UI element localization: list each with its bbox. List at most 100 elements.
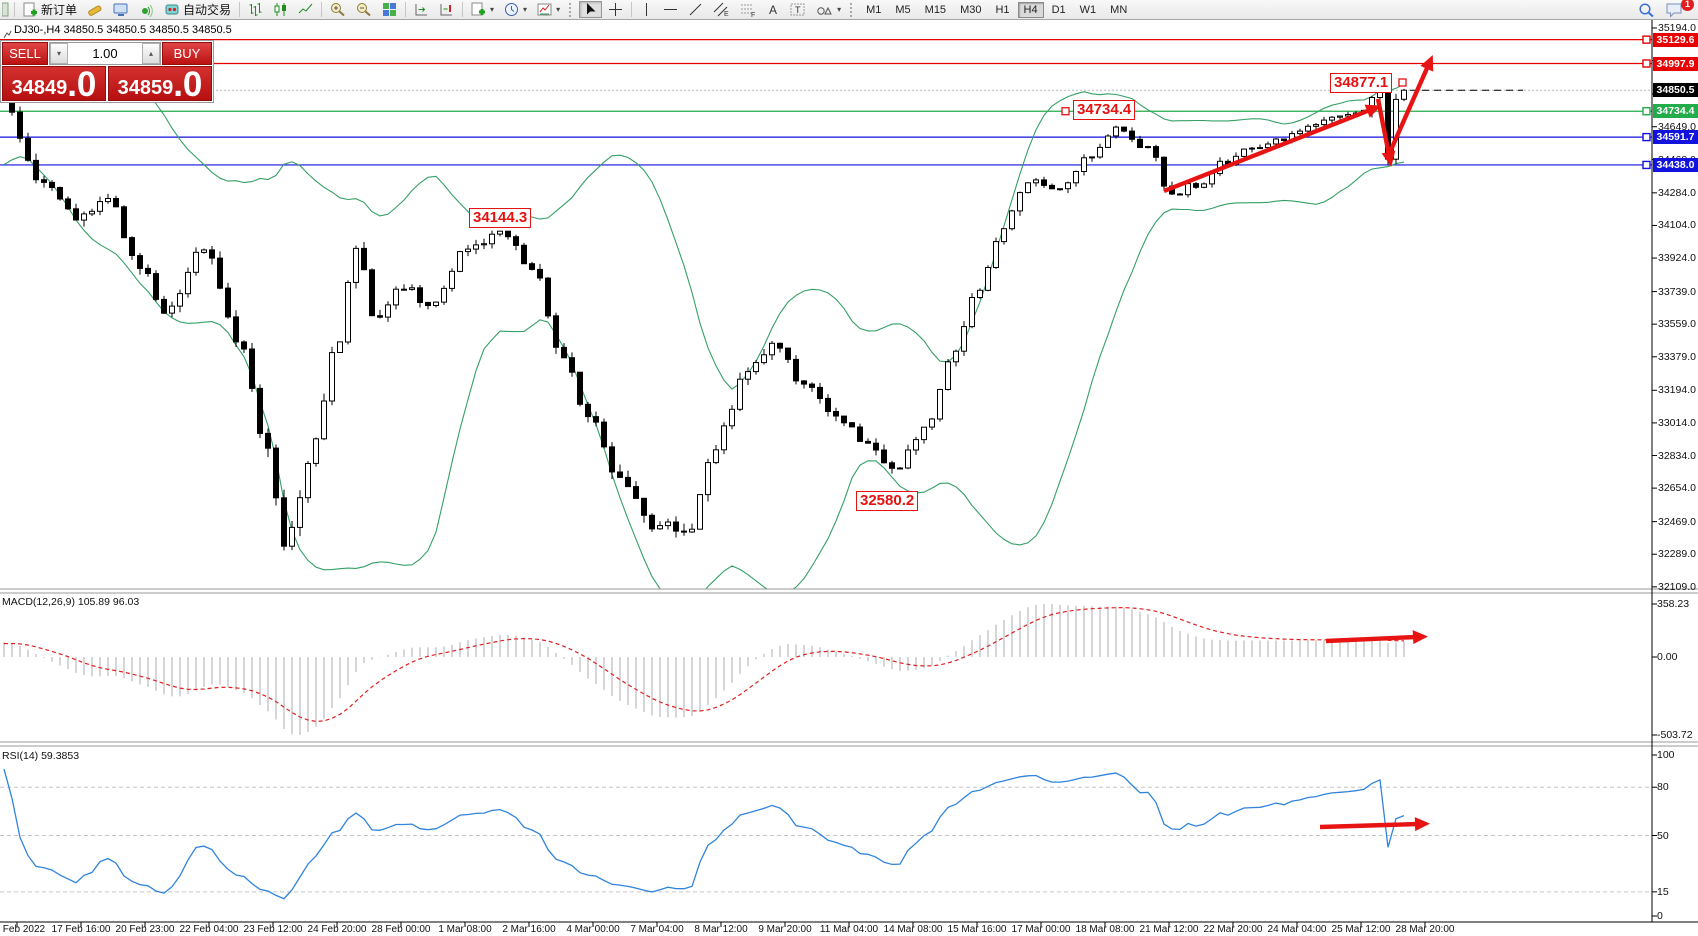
- trend-arrow: [1163, 107, 1371, 194]
- time-label: 7 Mar 04:00: [630, 924, 684, 935]
- new-chart-button[interactable]: ▾: [467, 1, 498, 18]
- candlestick-chart-button[interactable]: [269, 1, 292, 18]
- bollinger-upper-band: [3, 58, 1405, 390]
- buy-price-main: 34859: [117, 77, 174, 99]
- new-order-button[interactable]: 新订单: [19, 1, 81, 18]
- timeframe-m15[interactable]: M15: [924, 3, 947, 16]
- rsi-layer: [0, 768, 1652, 900]
- timeframe-w1[interactable]: W1: [1079, 3, 1097, 16]
- time-label: 2 Mar 16:00: [502, 924, 556, 935]
- horizontal-line-tool-button[interactable]: [659, 1, 682, 18]
- trend-arrow-head: [1364, 104, 1382, 118]
- price-tick: 34649.0: [1658, 120, 1696, 133]
- zoom-in-button[interactable]: [326, 1, 350, 18]
- rsi-scale-tick: 0: [1657, 910, 1663, 922]
- timeframe-d1[interactable]: D1: [1051, 3, 1066, 16]
- partial-icon: [1, 1, 10, 18]
- volume-input[interactable]: 1.00: [92, 46, 118, 61]
- auto-trading-icon: [165, 4, 179, 15]
- new-order-icon: [23, 2, 37, 17]
- zoom-in-icon: [331, 3, 345, 17]
- bollinger-lower-band: [3, 156, 1405, 589]
- svg-text:E: E: [724, 11, 729, 17]
- sell-price-fraction: .0: [67, 65, 97, 104]
- dropdown-arrow-icon: ▾: [523, 5, 528, 14]
- sell-button[interactable]: SELL: [2, 42, 48, 65]
- fibonacci-tool-button[interactable]: F: [736, 1, 761, 18]
- timeframe-m1[interactable]: M1: [866, 3, 882, 16]
- price-line-badge: 35129.6: [1653, 32, 1698, 47]
- volume-stepper: ▾ 1.00 ▴: [49, 42, 161, 65]
- timeframe-h1[interactable]: H1: [995, 3, 1010, 16]
- cursor-tool-button[interactable]: [579, 1, 603, 18]
- signal-icon: [142, 4, 153, 17]
- text-label-tool-button[interactable]: T: [786, 1, 810, 18]
- candlestick-chart-icon: [274, 3, 287, 16]
- clock-icon: [505, 3, 519, 16]
- vertical-line-tool-button[interactable]: [636, 1, 657, 18]
- annotation-anchor-square: [1398, 78, 1407, 87]
- price-annotation[interactable]: 34734.4: [1073, 100, 1136, 120]
- buy-button[interactable]: BUY: [162, 42, 212, 65]
- timeframe-mn[interactable]: MN: [1110, 3, 1128, 16]
- periods-button[interactable]: ▾: [500, 1, 531, 18]
- rsi-scale-tick: 100: [1657, 749, 1675, 761]
- signal-button[interactable]: [135, 1, 159, 18]
- time-label: 25 Mar 12:00: [1331, 924, 1391, 935]
- auto-scroll-button[interactable]: [410, 1, 433, 18]
- macd-scale-tick: -503.72: [1657, 729, 1693, 741]
- line-anchor-square: [1642, 132, 1651, 142]
- trendline-tool-button[interactable]: [684, 1, 707, 18]
- shapes-tool-button[interactable]: ▾: [812, 1, 845, 18]
- line-chart-icon: [298, 3, 313, 14]
- trend-arrow-head: [1414, 817, 1430, 832]
- price-tick: 34284.0: [1658, 186, 1696, 199]
- auto-trading-button[interactable]: 自动交易: [161, 1, 235, 18]
- price-annotation[interactable]: 34877.1: [1330, 73, 1393, 93]
- terminal-button[interactable]: [109, 1, 133, 18]
- text-tool-button[interactable]: A: [763, 1, 784, 18]
- search-button[interactable]: [1634, 1, 1659, 18]
- crosshair-tool-button[interactable]: [604, 1, 627, 18]
- toolbar-separator: [321, 2, 323, 17]
- crayon-icon: [88, 5, 102, 16]
- new-chart-icon: [471, 2, 486, 16]
- notification-badge: 1: [1681, 0, 1694, 11]
- buy-price-fraction: .0: [173, 65, 203, 104]
- rsi-scale-tick: 80: [1657, 781, 1669, 794]
- templates-button[interactable]: ▾: [533, 1, 564, 18]
- trend-arrow-head: [1412, 630, 1428, 645]
- timeframe-m30[interactable]: M30: [960, 3, 982, 16]
- timeframe-m5[interactable]: M5: [895, 3, 911, 16]
- time-label: 28 Mar 20:00: [1395, 924, 1455, 935]
- toolbar-drag-handle[interactable]: [569, 2, 574, 17]
- sell-price[interactable]: 34849 .0: [2, 65, 106, 104]
- price-annotation[interactable]: 32580.2: [856, 491, 919, 511]
- chart-shift-button[interactable]: [435, 1, 458, 18]
- bar-chart-button[interactable]: [244, 1, 267, 18]
- vertical-line-icon: [646, 3, 648, 16]
- buy-price[interactable]: 34859 .0: [108, 65, 212, 104]
- equidistant-channel-tool-button[interactable]: E: [709, 1, 734, 18]
- line-chart-button[interactable]: [294, 1, 317, 18]
- price-tick: 32289.0: [1658, 548, 1696, 561]
- auto-trading-label: 自动交易: [183, 3, 232, 17]
- tile-windows-icon: [383, 3, 397, 16]
- price-tick: 34104.0: [1658, 219, 1696, 232]
- price-annotation[interactable]: 34144.3: [469, 208, 532, 228]
- toolbar-drag-handle[interactable]: [850, 2, 855, 17]
- chat-button[interactable]: 1: [1661, 0, 1694, 18]
- crayon-button[interactable]: [83, 1, 107, 18]
- tile-windows-button[interactable]: [378, 1, 401, 18]
- price-line-badge: 34591.7: [1653, 130, 1698, 145]
- search-icon: [1639, 2, 1654, 17]
- volume-decrease-button[interactable]: ▾: [50, 43, 68, 64]
- time-label: 20 Feb 23:00: [115, 924, 175, 935]
- volume-increase-button[interactable]: ▴: [142, 43, 160, 64]
- time-label: 22 Feb 04:00: [179, 924, 239, 935]
- timeframe-h4[interactable]: H4: [1017, 1, 1044, 18]
- shapes-icon: [817, 6, 832, 15]
- zoom-out-button[interactable]: [352, 1, 376, 18]
